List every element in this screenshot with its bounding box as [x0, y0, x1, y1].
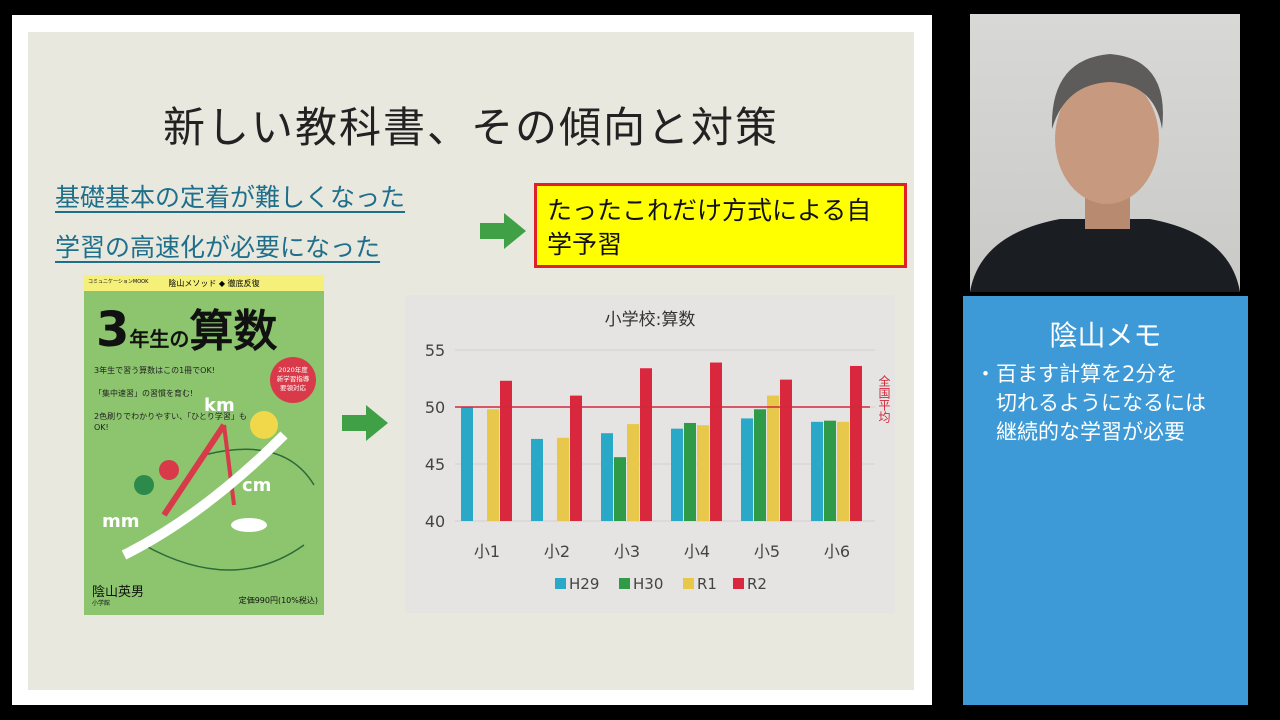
legend-swatch-R1 — [683, 578, 694, 589]
bar-R2-小5 — [780, 379, 792, 521]
highlight-box: たったこれだけ方式による自学予習 — [534, 183, 907, 268]
bar-H30-小3 — [614, 457, 626, 521]
y-tick-label: 40 — [425, 512, 445, 531]
bar-R1-小1 — [487, 409, 499, 521]
unit-mm: mm — [102, 511, 140, 532]
point-2: 学習の高速化が必要になった — [55, 233, 381, 262]
bar-R2-小1 — [500, 380, 512, 521]
unit-cm: cm — [242, 475, 272, 496]
unit-km: km — [204, 395, 235, 416]
memo-panel: 陰山メモ ・百ます計算を2分を 切れるようになるには 継続的な学習が必要 — [963, 296, 1248, 705]
bar-H29-小5 — [741, 418, 753, 521]
x-tick-label: 小3 — [614, 542, 640, 561]
reference-line-label: 全国平均 — [877, 375, 891, 423]
book-author: 陰山英男 — [92, 585, 145, 600]
memo-title: 陰山メモ — [1049, 319, 1162, 352]
presenter-webcam — [970, 14, 1240, 292]
bar-H29-小6 — [811, 421, 823, 521]
slide: 新しい教科書、その傾向と対策 基礎基本の定着が難しくなった 学習の高速化が必要に… — [12, 15, 932, 705]
memo-line: ・百ます計算を2分を — [975, 362, 1178, 386]
bar-chart: 小学校:算数 40 45 50 55 小1 小2 小3 小4 小5 小6 H29 H30 R1 R2 — [425, 310, 875, 593]
y-tick-label: 55 — [425, 341, 445, 360]
bar-R1-小3 — [627, 424, 639, 521]
bar-H30-小6 — [824, 420, 836, 521]
legend-swatch-R2 — [733, 578, 744, 589]
memo-line: 切れるようになるには — [975, 391, 1206, 415]
book-header: 陰山メソッド ◆ 徹底反復 — [168, 279, 260, 288]
legend-label: H29 — [569, 575, 599, 593]
book-price: 定価990円(10%税込) — [238, 596, 318, 605]
legend-swatch-H30 — [619, 578, 630, 589]
bar-R2-小3 — [640, 368, 652, 521]
bar-H29-小2 — [531, 438, 543, 521]
bar-H29-小4 — [671, 428, 683, 521]
legend-label: H30 — [633, 575, 663, 593]
legend-label: R1 — [697, 575, 717, 593]
book-cover: コミュニケーションMOOK 陰山メソッド ◆ 徹底反復 3年生の算数 2020年… — [84, 275, 324, 615]
arrow-right-icon — [480, 213, 526, 249]
book-bullet: 2色刷りでわかりやすい、「ひとり学習」もOK! — [94, 412, 247, 432]
bar-R1-小5 — [767, 395, 779, 521]
book-title-num: 3 — [96, 302, 130, 358]
arrow-right-icon — [342, 405, 388, 441]
bar-H30-小5 — [754, 409, 766, 521]
book-title-mid: 年生の — [129, 327, 190, 351]
x-tick-label: 小5 — [754, 542, 780, 561]
bar-H30-小4 — [684, 422, 696, 521]
book-badge: 2020年度 新学習指導要領対応 — [270, 357, 316, 403]
book-series: コミュニケーションMOOK — [88, 279, 149, 285]
bar-R2-小2 — [570, 395, 582, 521]
y-tick-label: 45 — [425, 455, 445, 474]
book-bullet: 「集中速習」の習慣を育む! — [94, 389, 194, 398]
legend-label: R2 — [747, 575, 767, 593]
chart-photo: 小学校:算数 40 45 50 55 小1 小2 小3 小4 小5 小6 H29 H30 R1 R2 全国平… — [405, 295, 895, 613]
bar-H29-小1 — [461, 407, 473, 521]
x-tick-label: 小1 — [474, 542, 500, 561]
legend-swatch-H29 — [555, 578, 566, 589]
x-tick-label: 小4 — [684, 542, 710, 561]
y-tick-label: 50 — [425, 398, 445, 417]
bar-R1-小6 — [837, 421, 849, 521]
slide-content: 新しい教科書、その傾向と対策 基礎基本の定着が難しくなった 学習の高速化が必要に… — [28, 32, 914, 690]
slide-title: 新しい教科書、その傾向と対策 — [162, 103, 779, 152]
book-bullet: 3年生で習う算数はこの1冊でOK! — [94, 366, 215, 375]
bar-R2-小4 — [710, 362, 722, 521]
point-1: 基礎基本の定着が難しくなった — [55, 183, 406, 212]
book-title-main: 算数 — [189, 306, 278, 357]
presenter-silhouette — [970, 54, 1240, 292]
chart-title: 小学校:算数 — [605, 310, 696, 330]
book-publisher: 小学館 — [92, 600, 111, 607]
book-illustration — [121, 411, 315, 571]
bar-R1-小4 — [697, 425, 709, 521]
x-tick-label: 小2 — [544, 542, 570, 561]
x-tick-label: 小6 — [824, 542, 850, 561]
bar-R2-小6 — [850, 365, 862, 521]
bar-H29-小3 — [601, 433, 613, 521]
bar-R1-小2 — [557, 437, 569, 521]
memo-line: 継続的な学習が必要 — [975, 420, 1185, 444]
